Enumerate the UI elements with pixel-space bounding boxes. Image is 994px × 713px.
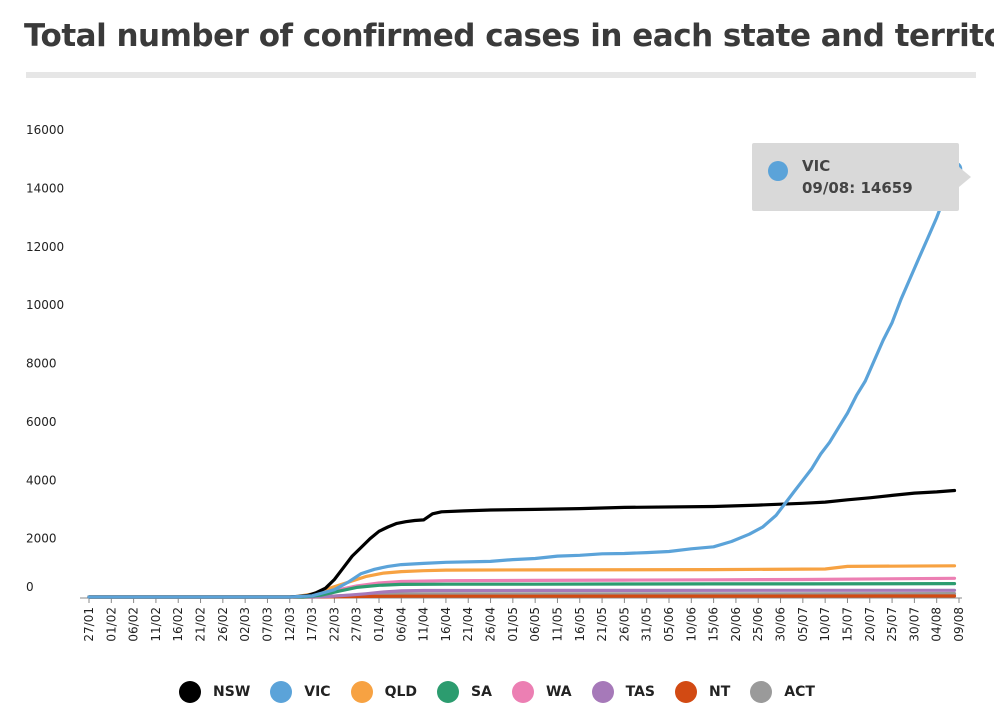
x-tick-label: 31/05: [640, 607, 654, 642]
x-tick-label: 01/05: [506, 607, 520, 642]
x-tick-label: 21/05: [595, 607, 609, 642]
x-tick-label: 09/08: [952, 607, 966, 642]
x-tick-label: 11/02: [149, 607, 163, 642]
legend-swatch: [511, 681, 534, 703]
x-tick-label: 16/04: [439, 607, 453, 642]
y-tick-label: 10000: [26, 298, 64, 312]
x-tick-label: 27/01: [82, 607, 96, 642]
x-tick-label: 15/07: [840, 607, 854, 642]
x-tick-label: 21/04: [461, 607, 475, 642]
x-tick-label: 02/03: [238, 607, 252, 642]
tooltip-series-name: VIC: [802, 157, 831, 175]
x-tick-label: 06/05: [528, 607, 542, 642]
x-tick-label: 20/06: [729, 607, 743, 642]
x-tick-label: 01/04: [372, 607, 386, 642]
x-tick-label: 16/02: [171, 607, 185, 642]
x-tick-label: 27/03: [350, 607, 364, 642]
series-line-tas[interactable]: [87, 588, 957, 599]
legend-item-tas[interactable]: TAS: [591, 681, 656, 703]
series-line-vic[interactable]: [87, 167, 957, 599]
x-tick-label: 17/03: [305, 607, 319, 642]
x-tick-label: 26/05: [617, 607, 631, 642]
legend-item-wa[interactable]: WA: [511, 681, 572, 703]
tooltip-value: 09/08: 14659: [802, 179, 913, 197]
legend-label: ACT: [784, 684, 815, 700]
legend-item-qld[interactable]: QLD: [350, 681, 418, 703]
tooltip-series-dot: [768, 161, 788, 181]
legend-swatch: [675, 681, 698, 703]
title-divider: [26, 72, 976, 78]
x-tick-label: 25/07: [885, 607, 899, 642]
y-tick-label: 6000: [26, 415, 57, 429]
y-tick-label: 16000: [26, 123, 64, 137]
x-tick-label: 01/02: [104, 607, 118, 642]
x-tick-label: 10/07: [818, 607, 832, 642]
x-tick-label: 30/07: [907, 607, 921, 642]
legend-label: SA: [471, 684, 492, 700]
x-tick-label: 12/03: [283, 607, 297, 642]
legend-swatch: [750, 681, 773, 703]
legend-swatch: [270, 681, 293, 703]
x-tick-label: 15/06: [707, 607, 721, 642]
x-tick-label: 26/04: [484, 607, 498, 642]
y-tick-label: 2000: [26, 532, 57, 546]
x-tick-label: 05/06: [662, 607, 676, 642]
series-line-sa[interactable]: [87, 582, 957, 599]
x-tick-label: 04/08: [930, 607, 944, 642]
legend-label: VIC: [304, 684, 331, 700]
legend-swatch: [437, 681, 460, 703]
x-tick-label: 06/02: [127, 607, 141, 642]
legend-label: QLD: [384, 684, 418, 700]
series-line-nsw[interactable]: [87, 488, 957, 599]
legend-label: NSW: [213, 684, 251, 700]
legend-item-nsw[interactable]: NSW: [179, 681, 250, 703]
x-tick-label: 05/07: [796, 607, 810, 642]
y-tick-label: 0: [26, 580, 34, 594]
x-tick-label: 26/02: [216, 607, 230, 642]
y-tick-label: 4000: [26, 473, 57, 487]
x-tick-label: 16/05: [573, 607, 587, 642]
legend-label: WA: [545, 684, 572, 700]
legend-swatch: [179, 681, 202, 703]
legend: NSW VIC QLD SA WA TAS NT ACT: [0, 680, 994, 704]
x-tick-label: 25/06: [751, 607, 765, 642]
chart-title: Total number of confirmed cases in each …: [24, 18, 994, 54]
y-tick-label: 14000: [26, 181, 64, 195]
x-tick-label: 22/03: [327, 607, 341, 642]
x-tick-label: 07/03: [260, 607, 274, 642]
legend-swatch: [591, 681, 614, 703]
legend-swatch: [350, 681, 373, 703]
x-tick-label: 11/04: [417, 607, 431, 642]
x-tick-label: 21/02: [194, 607, 208, 642]
y-tick-label: 8000: [26, 357, 57, 371]
legend-item-nt[interactable]: NT: [675, 681, 730, 703]
legend-item-vic[interactable]: VIC: [270, 681, 331, 703]
x-tick-label: 30/06: [774, 607, 788, 642]
legend-item-sa[interactable]: SA: [437, 681, 492, 703]
x-tick-label: 06/04: [394, 607, 408, 642]
x-tick-label: 20/07: [863, 607, 877, 642]
legend-item-act[interactable]: ACT: [750, 681, 815, 703]
x-tick-label: 11/05: [550, 607, 564, 642]
legend-label: NT: [709, 684, 731, 700]
tooltip: VIC 09/08: 14659: [752, 143, 971, 211]
y-tick-label: 12000: [26, 240, 64, 254]
x-tick-label: 10/06: [684, 607, 698, 642]
legend-label: TAS: [625, 684, 656, 700]
